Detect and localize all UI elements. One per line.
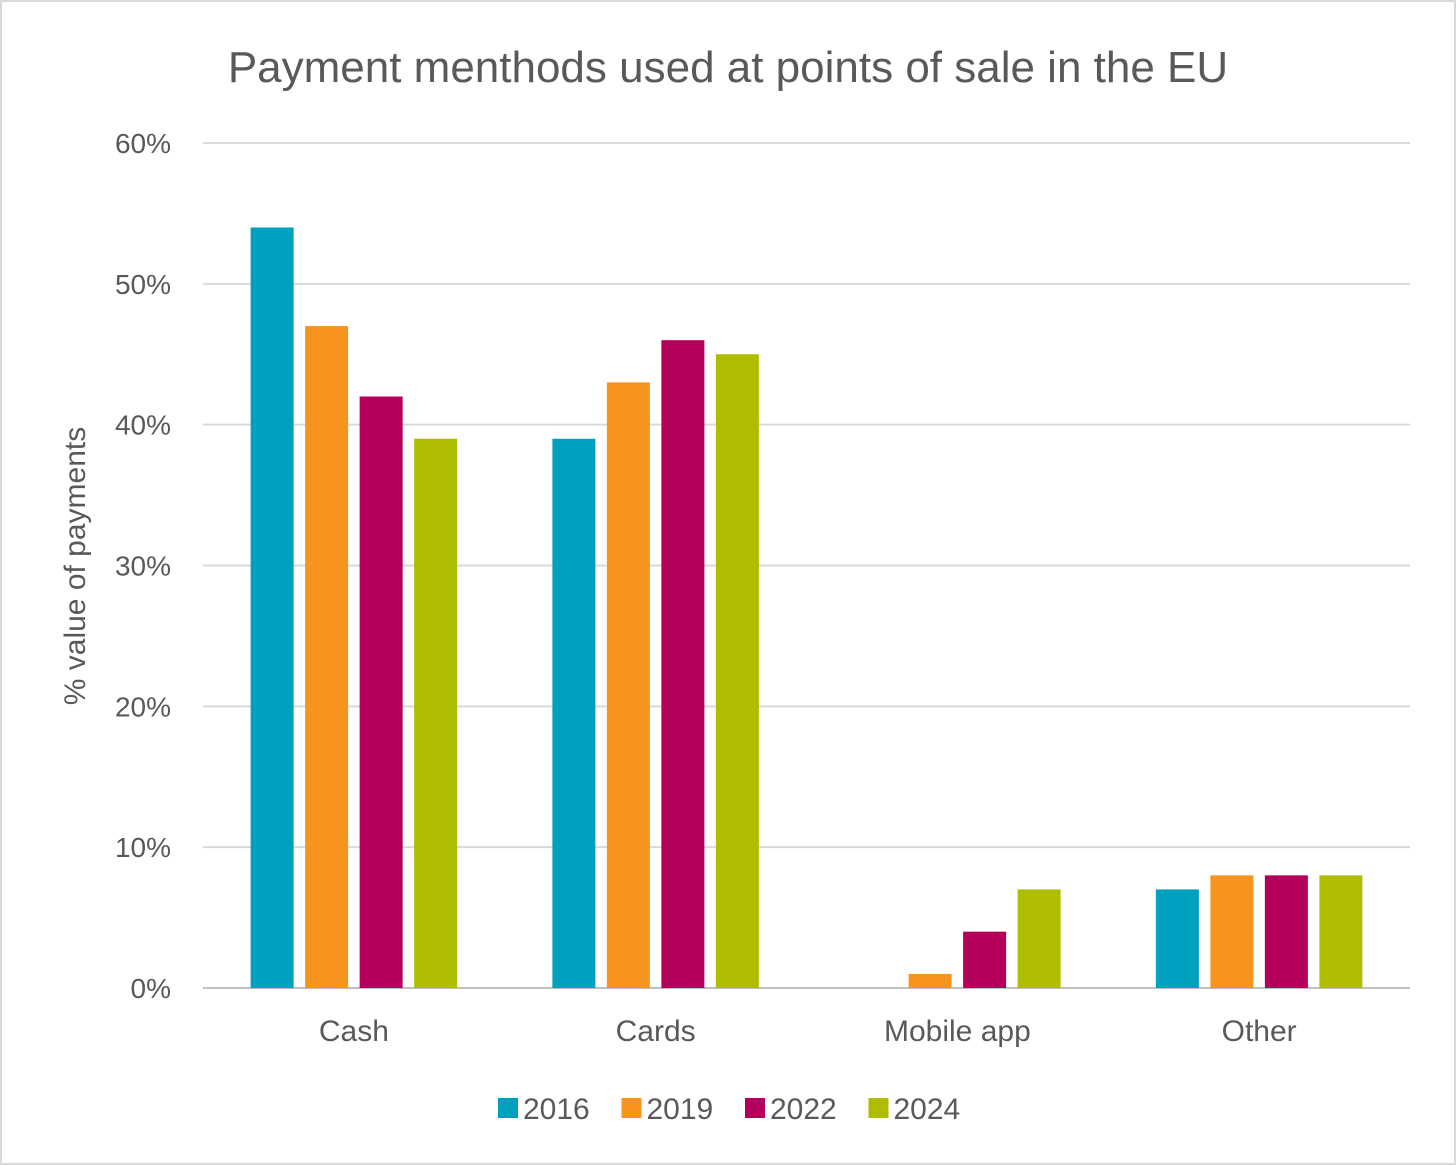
bar-other-2022 [1264, 875, 1308, 988]
bar-cash-2024 [414, 438, 458, 988]
gridlines [203, 142, 1410, 989]
bar-mobile-app-2024 [1017, 889, 1061, 988]
x-category-label: Cards [616, 1015, 696, 1048]
x-category-label: Cash [319, 1015, 389, 1048]
x-category-label: Mobile app [884, 1015, 1031, 1048]
legend: 2016 2019 2022 2024 [498, 1093, 960, 1126]
legend-swatch [745, 1098, 765, 1118]
bar-cards-2019 [606, 382, 650, 989]
legend-label: 2022 [770, 1093, 837, 1126]
legend-label: 2024 [894, 1093, 961, 1126]
bar-cash-2019 [305, 326, 349, 988]
bar-cards-2022 [661, 340, 705, 989]
y-tick-label: 10% [115, 832, 171, 863]
x-category-label: Other [1222, 1015, 1297, 1048]
bar-other-2019 [1210, 875, 1254, 988]
legend-swatch [498, 1098, 518, 1118]
y-tick-label: 30% [115, 551, 171, 582]
bars [250, 227, 1363, 989]
bar-other-2016 [1155, 889, 1199, 988]
bar-cash-2022 [359, 396, 403, 988]
y-axis-ticks: 0% 10% 20% 30% 40% 50% 60% [115, 128, 171, 1004]
y-tick-label: 0% [131, 973, 171, 1004]
bar-cards-2024 [715, 354, 759, 988]
legend-label: 2019 [647, 1093, 714, 1126]
legend-swatch [621, 1098, 642, 1118]
y-tick-label: 20% [115, 691, 171, 722]
bar-mobile-app-2019 [908, 973, 952, 988]
bar-mobile-app-2022 [963, 931, 1007, 988]
bar-cash-2016 [250, 227, 294, 988]
bar-other-2024 [1319, 875, 1363, 988]
bar-cards-2016 [552, 438, 596, 988]
y-tick-label: 40% [115, 410, 171, 441]
y-axis-label: % value of payments [59, 427, 92, 705]
chart-title: Payment menthods used at points of sale … [228, 43, 1228, 92]
y-tick-label: 50% [115, 269, 171, 300]
x-axis-categories: Cash Cards Mobile app Other [319, 1015, 1297, 1048]
legend-label: 2016 [523, 1093, 590, 1126]
legend-swatch [868, 1098, 889, 1118]
y-tick-label: 60% [115, 128, 171, 159]
